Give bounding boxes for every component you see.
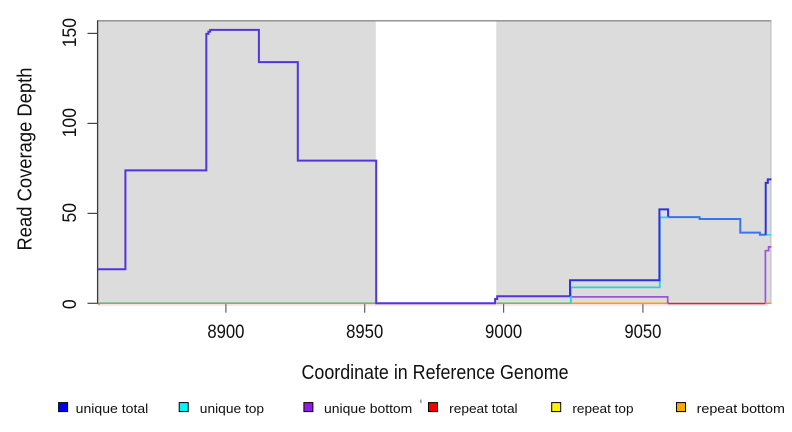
svg-text:100: 100: [60, 108, 81, 137]
svg-text:150: 150: [60, 18, 81, 47]
svg-text:8900: 8900: [207, 322, 244, 343]
svg-text:Coordinate in Reference Genome: Coordinate in Reference Genome: [302, 362, 569, 384]
svg-text:9050: 9050: [624, 322, 661, 343]
svg-text:unique total: unique total: [76, 401, 149, 416]
svg-text:repeat top: repeat top: [572, 401, 633, 416]
svg-text:9000: 9000: [485, 322, 522, 343]
svg-text:unique bottom: unique bottom: [324, 401, 412, 416]
svg-text:8950: 8950: [346, 322, 383, 343]
svg-text:Read Coverage Depth: Read Coverage Depth: [15, 68, 37, 251]
svg-text:repeat total: repeat total: [449, 401, 518, 416]
svg-text:repeat bottom: repeat bottom: [697, 401, 785, 416]
svg-text:unique top: unique top: [200, 401, 264, 416]
svg-text:50: 50: [60, 203, 81, 223]
svg-text:0: 0: [60, 299, 81, 309]
